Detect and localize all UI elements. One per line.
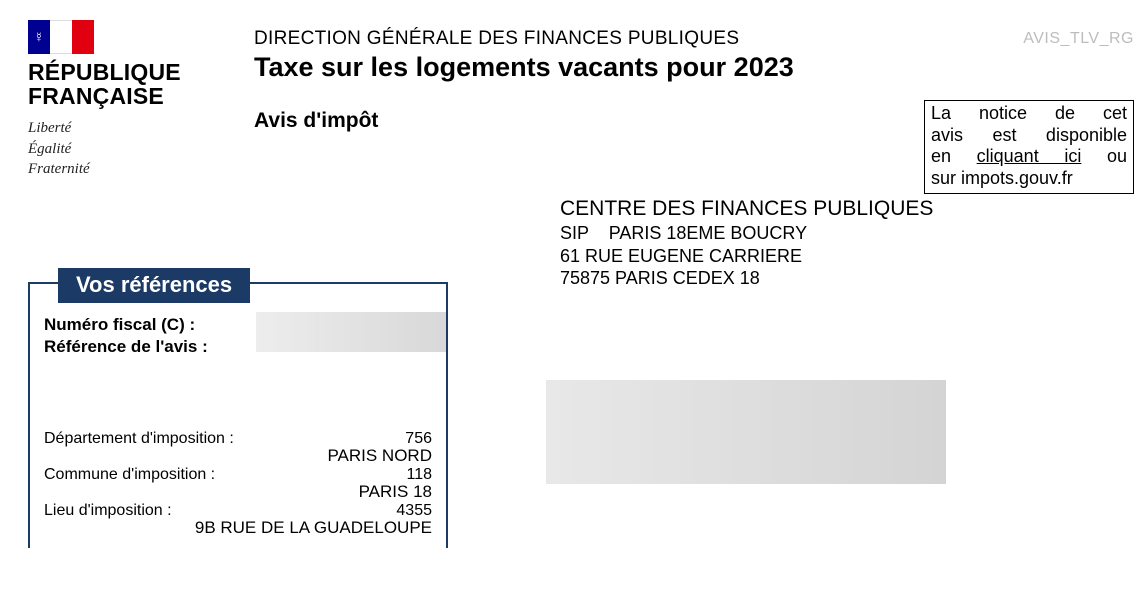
- notice-line3: en cliquant ici ou: [931, 146, 1127, 168]
- marianne-icon: ☿: [34, 29, 45, 45]
- republique-line1: RÉPUBLIQUE: [28, 60, 228, 84]
- doc-code: AVIS_TLV_RG: [1023, 30, 1134, 48]
- notice-link[interactable]: cliquant ici: [977, 146, 1082, 166]
- dept-label: Département d'imposition :: [44, 430, 234, 448]
- devise-fraternite: Fraternité: [28, 159, 228, 179]
- commune-name: PARIS 18: [44, 482, 432, 502]
- notice-line4: sur impots.gouv.fr: [931, 168, 1127, 190]
- lieu-label: Lieu d'imposition :: [44, 502, 172, 520]
- notice-line2: avis est disponible: [931, 125, 1127, 147]
- fiscal-number-label: Numéro fiscal (C) :: [44, 314, 195, 336]
- centre-addr1: 61 RUE EUGENE CARRIERE: [560, 245, 933, 268]
- centre-sip: SIP PARIS 18EME BOUCRY: [560, 222, 933, 245]
- dept-name: PARIS NORD: [44, 446, 432, 466]
- avis-reference-label: Référence de l'avis :: [44, 336, 208, 358]
- finance-centre-address: CENTRE DES FINANCES PUBLIQUES SIP PARIS …: [560, 196, 933, 290]
- notice-line1: La notice de cet: [931, 103, 1127, 125]
- lieu-addr: 9B RUE DE LA GUADELOUPE: [44, 518, 432, 538]
- devise-block: Liberté Égalité Fraternité: [28, 118, 228, 179]
- gov-logo-block: ☿ RÉPUBLIQUE FRANÇAISE Liberté Égalité F…: [28, 20, 228, 179]
- french-flag-icon: ☿: [28, 20, 228, 54]
- direction-label: DIRECTION GÉNÉRALE DES FINANCES PUBLIQUE…: [254, 28, 1128, 50]
- redacted-field: [256, 312, 446, 352]
- republique-line2: FRANÇAISE: [28, 84, 228, 108]
- republique-wordmark: RÉPUBLIQUE FRANÇAISE: [28, 60, 228, 108]
- references-title: Vos références: [58, 268, 250, 303]
- devise-egalite: Égalité: [28, 139, 228, 159]
- devise-liberte: Liberté: [28, 118, 228, 138]
- centre-addr2: 75875 PARIS CEDEX 18: [560, 267, 933, 290]
- commune-label: Commune d'imposition :: [44, 466, 215, 484]
- page-title: Taxe sur les logements vacants pour 2023: [254, 52, 1128, 83]
- notice-box: La notice de cet avis est disponible en …: [924, 100, 1134, 194]
- centre-name: CENTRE DES FINANCES PUBLIQUES: [560, 196, 933, 222]
- redacted-recipient-address: [546, 380, 946, 484]
- references-box: Vos références Numéro fiscal (C) : Référ…: [28, 282, 448, 548]
